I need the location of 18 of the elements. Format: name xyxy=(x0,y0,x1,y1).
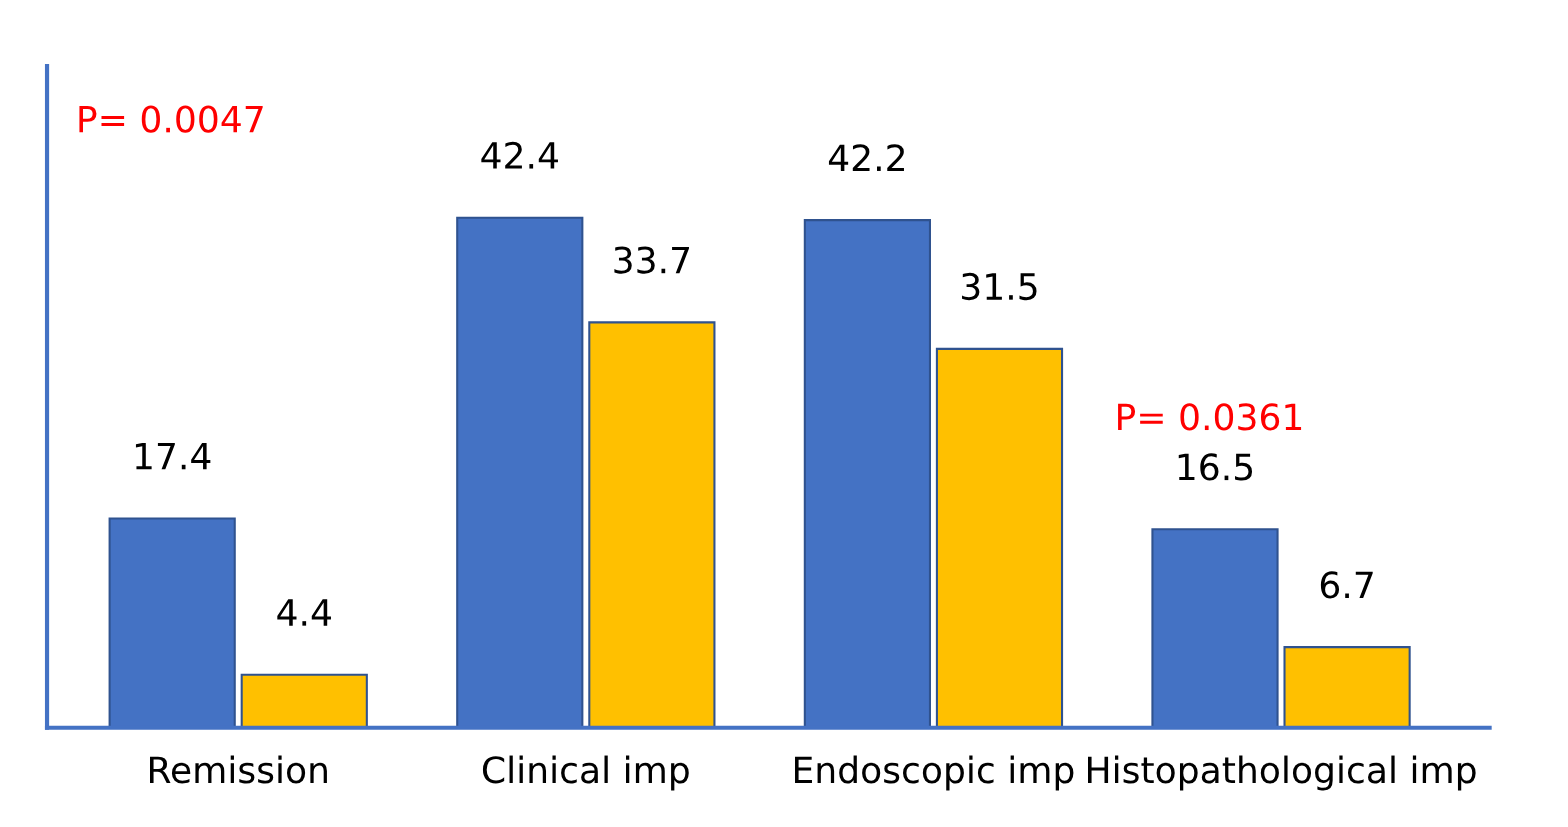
bar xyxy=(588,321,716,728)
text: P= 0.0047 xyxy=(79,105,263,133)
x-tick-label: Histopathological imp xyxy=(1088,755,1476,791)
bar xyxy=(1283,646,1411,728)
data-label: 42.4 xyxy=(481,141,558,169)
x-tick-label: Remission xyxy=(150,755,327,784)
x-tick-label: Clinical imp xyxy=(482,755,689,791)
data-label: 16.5 xyxy=(1178,453,1253,481)
annotation: P= 0.0361 xyxy=(1118,403,1302,431)
bar xyxy=(935,347,1064,728)
x-tick-label: Endoscopic imp xyxy=(795,755,1074,791)
data-label: 4.4 xyxy=(277,599,331,626)
data-label: 6.7 xyxy=(1320,571,1373,599)
data-label: 17.4 xyxy=(135,442,211,470)
bar xyxy=(240,673,368,728)
data-label: 42.2 xyxy=(828,144,904,171)
data-label: 33.7 xyxy=(614,246,689,274)
data-label: 31.5 xyxy=(962,272,1037,301)
